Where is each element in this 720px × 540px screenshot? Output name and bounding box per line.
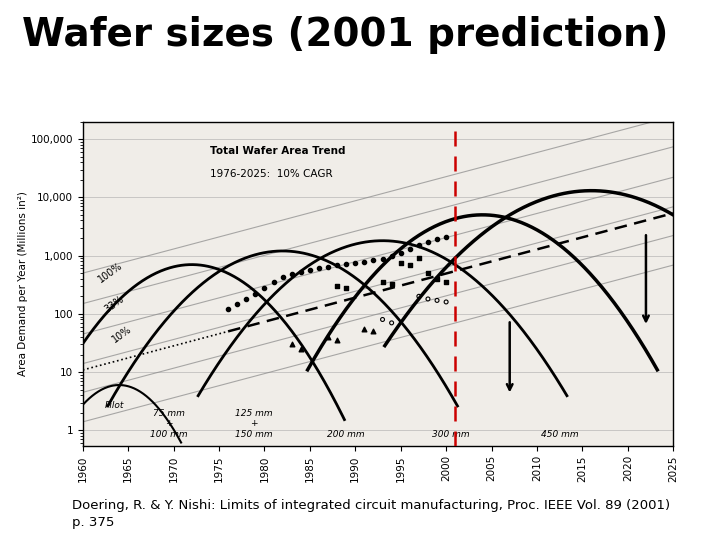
Point [368, 327, 379, 336]
Point [240, 295, 252, 303]
Point [286, 270, 297, 279]
Point [395, 249, 407, 258]
Point [413, 254, 425, 262]
Point [386, 319, 397, 327]
Point [441, 298, 452, 306]
Point [349, 258, 361, 267]
Text: 100%: 100% [96, 260, 125, 284]
Point [286, 340, 297, 349]
Point [341, 260, 352, 268]
Point [422, 295, 433, 303]
Point [222, 305, 234, 314]
Point [386, 251, 397, 260]
Point [422, 238, 433, 246]
Point [231, 299, 243, 308]
Text: Total Wafer Area Trend: Total Wafer Area Trend [210, 146, 346, 156]
Point [323, 333, 334, 341]
Point [304, 266, 315, 274]
Text: 125 mm
+
150 mm: 125 mm + 150 mm [235, 409, 272, 438]
Text: p. 375: p. 375 [72, 516, 114, 529]
Point [431, 274, 443, 283]
Point [431, 296, 443, 305]
Point [359, 257, 370, 266]
Text: 10%: 10% [110, 324, 133, 345]
Point [331, 282, 343, 291]
Point [268, 278, 279, 286]
Point [377, 315, 388, 324]
Point [250, 289, 261, 298]
Point [295, 345, 307, 353]
Point [331, 261, 343, 269]
Point [413, 292, 425, 301]
Point [386, 279, 397, 288]
Point [404, 245, 415, 253]
Text: 300 mm: 300 mm [432, 430, 469, 438]
Y-axis label: Area Demand per Year (Millions in²): Area Demand per Year (Millions in²) [18, 191, 28, 376]
Point [413, 241, 425, 249]
Text: Doering, R. & Y. Nishi: Limits of integrated circuit manufacturing, Proc. IEEE V: Doering, R. & Y. Nishi: Limits of integr… [72, 500, 670, 512]
Point [404, 260, 415, 269]
Text: 450 mm: 450 mm [541, 430, 578, 438]
Point [422, 269, 433, 278]
Point [431, 235, 443, 244]
Point [258, 284, 270, 292]
Point [313, 264, 325, 273]
Text: 75 mm
+
100 mm: 75 mm + 100 mm [150, 409, 188, 438]
Point [359, 325, 370, 333]
Point [323, 262, 334, 271]
Point [395, 259, 407, 267]
Text: Pilot: Pilot [105, 401, 125, 410]
Point [331, 336, 343, 345]
Text: 33%: 33% [103, 294, 126, 315]
Text: 200 mm: 200 mm [328, 430, 365, 438]
Point [368, 256, 379, 265]
Text: 1976-2025:  10% CAGR: 1976-2025: 10% CAGR [210, 170, 333, 179]
Text: Wafer sizes (2001 prediction): Wafer sizes (2001 prediction) [22, 16, 668, 54]
Point [277, 273, 289, 281]
Point [295, 268, 307, 276]
Point [377, 255, 388, 264]
Point [377, 278, 388, 286]
Point [441, 278, 452, 286]
Point [341, 284, 352, 292]
Point [441, 233, 452, 241]
